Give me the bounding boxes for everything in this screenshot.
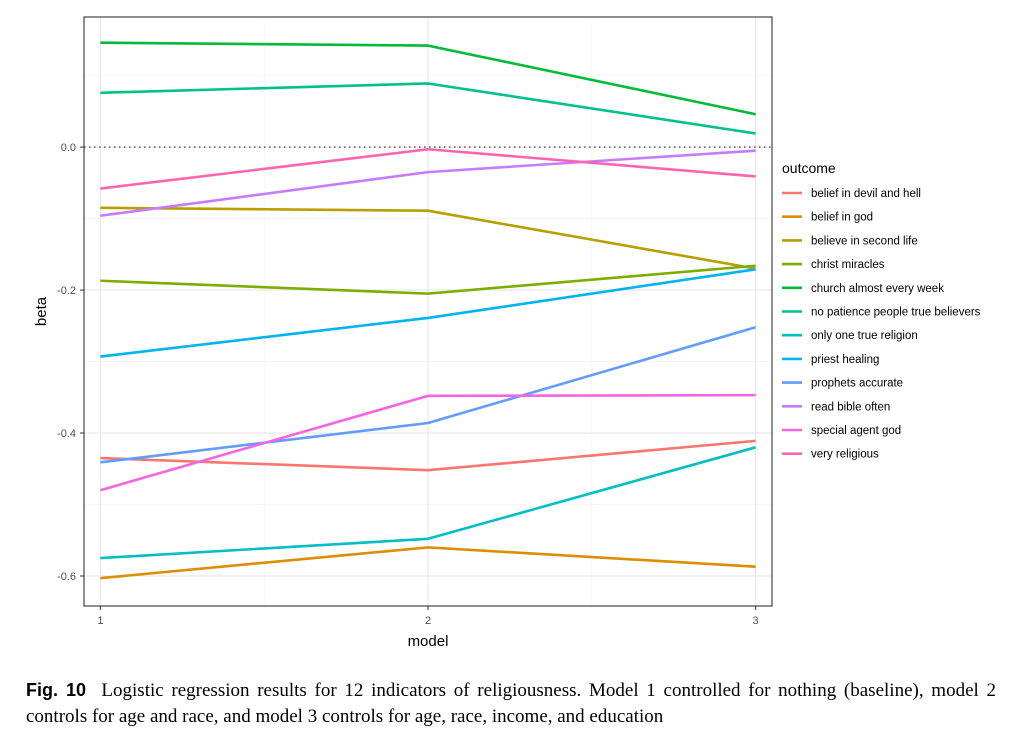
x-tick-label: 3	[753, 615, 759, 627]
legend-label-5: no patience people true believers	[811, 307, 981, 319]
x-axis-title: model	[408, 633, 449, 650]
series-line-5	[100, 82, 756, 135]
series-line-4	[100, 41, 756, 116]
y-tick-label: -0.2	[57, 285, 76, 297]
figure-caption: Fig. 10 Logistic regression results for …	[26, 677, 996, 730]
legend-label-4: church almost every week	[811, 283, 944, 295]
legend-label-0: belief in devil and hell	[811, 188, 921, 200]
legend-label-1: belief in god	[811, 212, 873, 224]
series-line-9	[100, 149, 756, 218]
series-line-1	[100, 546, 756, 580]
legend-label-3: christ miracles	[811, 259, 885, 271]
series-line-3	[100, 264, 756, 295]
y-axis-title: beta	[33, 296, 50, 326]
legend-label-6: only one true religion	[811, 330, 918, 342]
series-line-2	[100, 206, 756, 270]
series-line-6	[100, 446, 756, 560]
series-line-10	[100, 393, 756, 492]
y-tick-label: -0.4	[57, 428, 76, 440]
legend-label-2: believe in second life	[811, 235, 918, 247]
x-tick-label: 1	[97, 615, 103, 627]
legend-label-11: very religious	[811, 449, 879, 461]
legend-label-7: priest healing	[811, 354, 879, 366]
caption-text: Logistic regression results for 12 indic…	[26, 680, 997, 727]
legend-title: outcome	[782, 160, 836, 176]
x-tick-label: 2	[425, 615, 431, 627]
legend-label-8: prophets accurate	[811, 378, 903, 390]
series-line-11	[100, 147, 756, 190]
figure-label: Fig. 10	[26, 680, 86, 700]
legend-label-9: read bible often	[811, 401, 890, 413]
y-tick-label: -0.6	[57, 571, 76, 583]
series-line-0	[100, 439, 756, 472]
chart: 0.0 -0.2 -0.4 -0.6 1 2 3 model beta outcome belie…	[33, 16, 981, 650]
series-line-7	[100, 268, 756, 358]
series-line-8	[100, 325, 756, 464]
y-tick-label: 0.0	[61, 142, 76, 154]
legend-label-10: special agent god	[811, 425, 901, 437]
